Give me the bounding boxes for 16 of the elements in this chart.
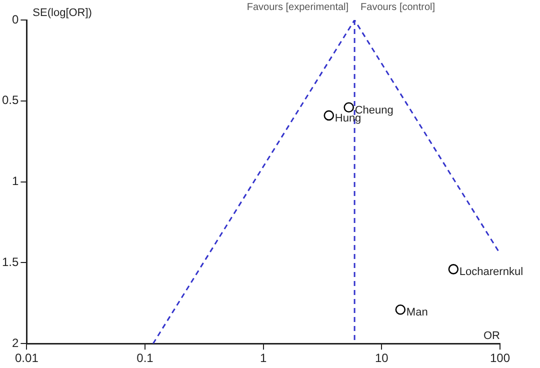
y-tick-label: 1 (12, 174, 19, 188)
x-tick-label: 10 (374, 351, 389, 366)
x-tick-label: 0.01 (15, 351, 39, 366)
y-tick-label: 2 (12, 336, 19, 350)
x-axis-title: OR (484, 330, 500, 342)
annotation: Locharernkul (459, 266, 524, 278)
y-axis-title: SE(log[OR]) (32, 7, 92, 20)
y-tick-label: 0.5 (2, 93, 19, 108)
y-tick-label: 0 (12, 12, 19, 26)
x-tick-label: 100 (490, 351, 510, 366)
text: Favours [control] (360, 2, 436, 13)
x-tick-label: 1 (260, 351, 267, 366)
x-tick-label: 0.1 (136, 351, 154, 366)
text: Favours [experimental] (246, 2, 349, 13)
annotation: Man (406, 306, 428, 319)
y-tick-label: 1.5 (2, 255, 19, 270)
